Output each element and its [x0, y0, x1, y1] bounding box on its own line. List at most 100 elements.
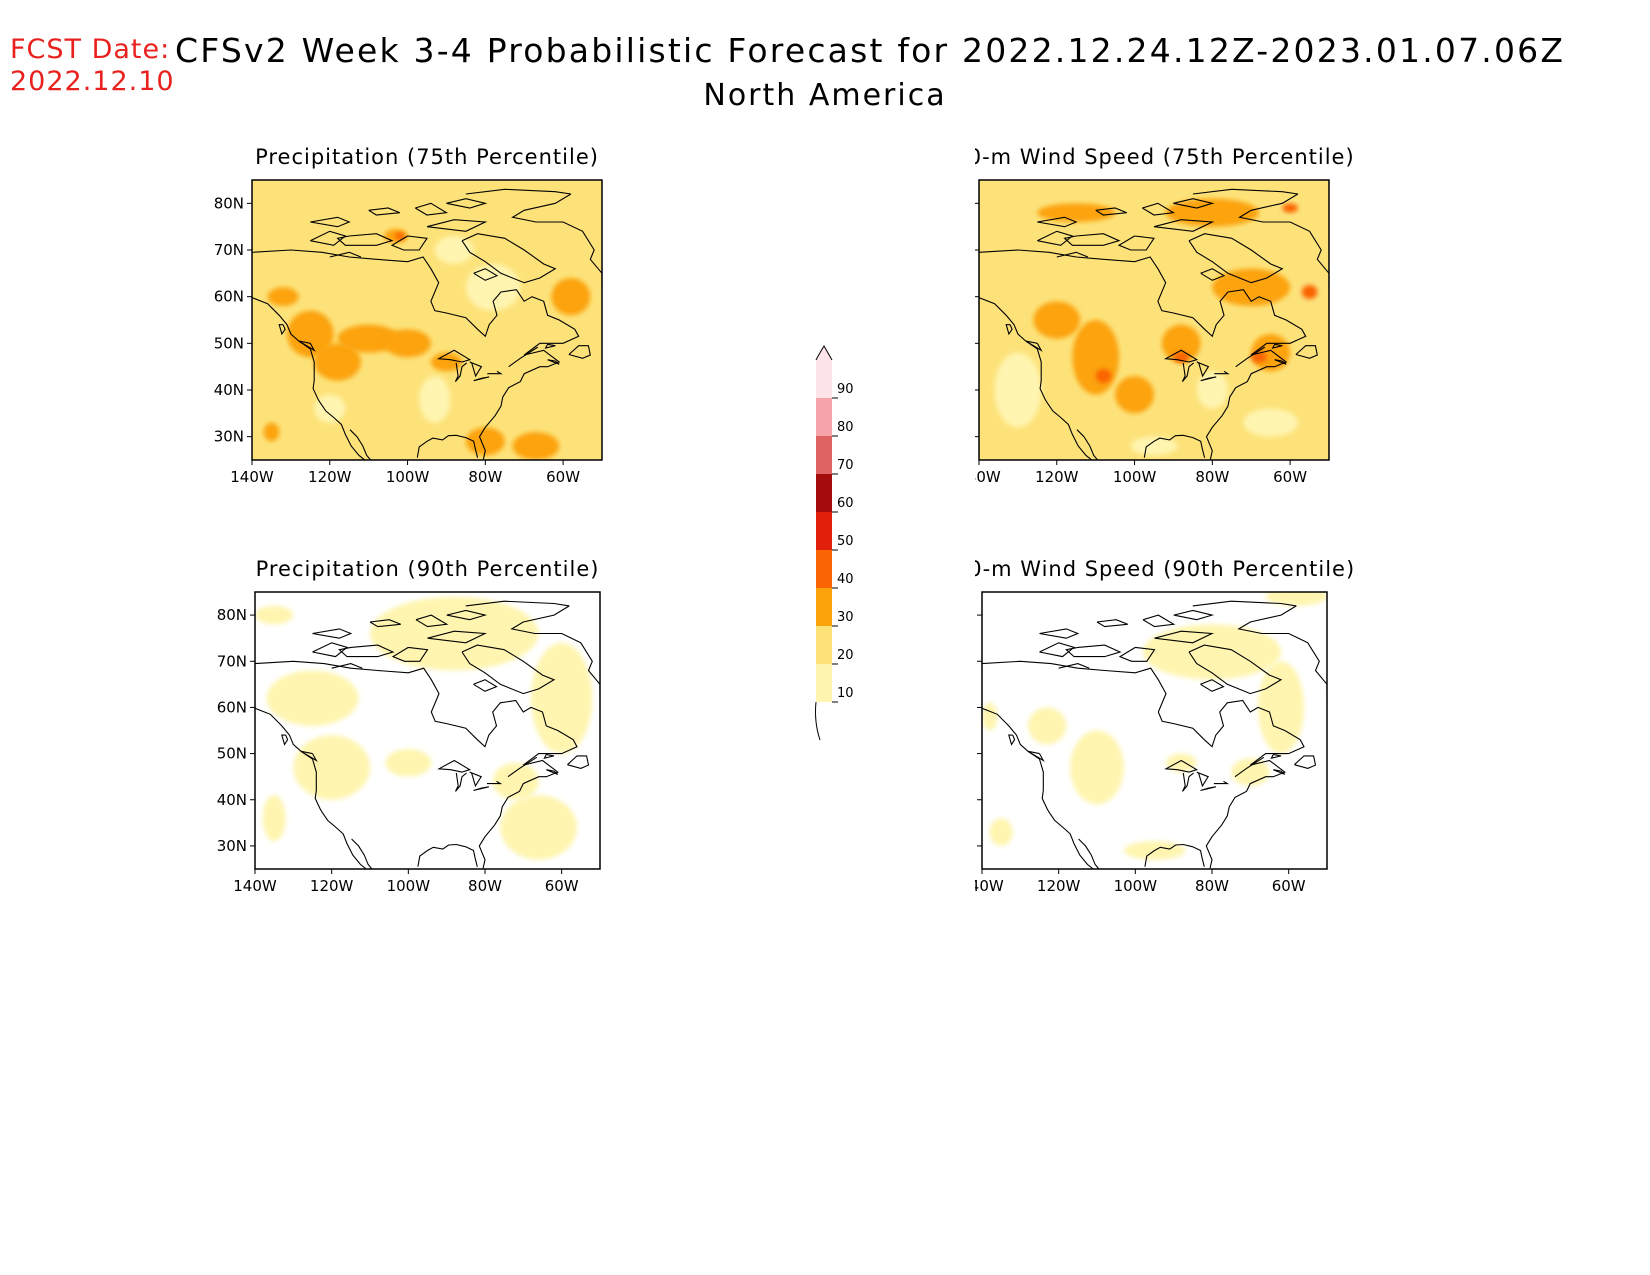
colorbar-label: 20: [837, 648, 854, 663]
probability-patch: [266, 670, 359, 726]
lon-tick-label: 100W: [387, 877, 431, 895]
colorbar-label: 60: [837, 496, 854, 511]
coastline: [1095, 207, 1128, 216]
map-frame: [251, 179, 603, 461]
coastline: [446, 609, 488, 621]
coastline: [1238, 193, 1329, 288]
probability-patch: [430, 352, 462, 372]
coastline: [300, 750, 318, 763]
coastline: [1078, 838, 1100, 869]
coastline: [1142, 614, 1176, 628]
coastline: [1154, 630, 1215, 644]
probability-patch: [1212, 268, 1291, 306]
probability-patch: [1095, 369, 1112, 383]
coastline: [426, 219, 488, 232]
coastline: [547, 359, 560, 365]
coastline: [1294, 755, 1317, 769]
probability-patch: [1166, 753, 1197, 773]
coastline: [461, 644, 556, 695]
map-frame: [981, 591, 1328, 870]
colorbar-top-arrow: [815, 345, 833, 361]
lon-tick-label: 80W: [468, 877, 502, 895]
coastline: [1025, 340, 1043, 352]
colorbar-swatch: [816, 512, 832, 550]
lon-tick-label: 120W: [310, 877, 354, 895]
colorbar-label: 50: [837, 534, 854, 549]
map-panel-precip90: Precipitation (90th Percentile) 140W 120W 1…: [200, 557, 650, 945]
probability-patch: [1130, 436, 1178, 456]
coastline: [1058, 663, 1090, 669]
coastline: [546, 769, 559, 775]
coastline: [1188, 644, 1283, 695]
probability-patch: [982, 702, 998, 731]
lon-tick-label: 140W: [230, 468, 274, 486]
lon-tick-label: 100W: [1114, 877, 1158, 895]
coastline: [461, 233, 557, 284]
probability-patch: [314, 394, 346, 423]
probability-patch: [1028, 707, 1067, 745]
coastline: [310, 230, 347, 246]
lon-tick-label: 140W: [975, 877, 1004, 895]
map-svg: Precipitation (90th Percentile) 140W 120W 1…: [217, 557, 601, 895]
probability-patch: [512, 432, 560, 460]
coastline: [1181, 362, 1195, 382]
coastline: [298, 340, 316, 352]
coastline: [416, 434, 479, 458]
coastline: [544, 343, 556, 349]
coastline: [1200, 376, 1217, 382]
probability-patch: [1258, 661, 1304, 754]
lat-tick-label: 60N: [214, 288, 244, 306]
lon-tick-label: 120W: [1035, 468, 1079, 486]
coastline: [255, 660, 578, 869]
coastline: [454, 362, 468, 382]
lat-tick-label: 50N: [217, 745, 247, 763]
coastline: [1192, 188, 1298, 195]
coastline: [465, 600, 570, 607]
map-svg: Precipitation (75th Percentile) 140W 120W 1…: [214, 145, 603, 486]
colorbar-swatch: [816, 474, 832, 512]
panel-title: Precipitation (75th Percentile): [255, 145, 599, 169]
lat-tick-label: 80N: [214, 194, 244, 212]
probability-patch: [492, 762, 539, 800]
coastline: [252, 249, 580, 460]
coastline: [427, 630, 488, 644]
coastline: [473, 268, 499, 281]
forecast-date-label: FCST Date:: [10, 34, 171, 65]
probability-patch: [1301, 285, 1318, 299]
coastline: [391, 646, 429, 662]
coastline: [1192, 600, 1297, 607]
coastline: [336, 233, 394, 246]
lon-tick-label: 60W: [1273, 468, 1307, 486]
probability-patch: [370, 596, 539, 671]
coastline: [469, 361, 483, 378]
coastline: [979, 249, 1307, 460]
map-svg: 10-m Wind Speed (75th Percentile) 140W 120…: [941, 145, 1355, 486]
probability-patch: [419, 376, 451, 423]
probability-patch: [385, 748, 432, 777]
coastline: [1237, 605, 1327, 699]
coastline: [1065, 644, 1122, 658]
probability-patch: [1161, 324, 1201, 362]
map-panel-wind75: 10-m Wind Speed (75th Percentile) 140W 120…: [941, 140, 1425, 530]
panel-title: 10-m Wind Speed (75th Percentile): [975, 145, 1355, 169]
probability-patch: [1037, 203, 1116, 222]
coastline: [469, 771, 483, 788]
coastline: [312, 642, 349, 658]
colorbar-swatch: [816, 626, 832, 664]
probability-patch: [551, 278, 591, 316]
probability-patch: [287, 310, 334, 358]
coastline: [1039, 642, 1076, 658]
lon-tick-label: 80W: [468, 468, 502, 486]
coastline: [979, 297, 1093, 460]
coastline: [1182, 772, 1194, 792]
map-frame: [254, 591, 601, 870]
coastline: [255, 707, 367, 869]
lat-tick-label: 40N: [214, 381, 244, 399]
lat-tick-label: 80N: [217, 606, 247, 624]
forecast-date-value: 2022.12.10: [10, 66, 175, 97]
coastline: [1027, 750, 1045, 763]
coastline: [507, 756, 538, 778]
map-panel-precip75: Precipitation (75th Percentile) 140W 120W 1…: [200, 140, 650, 530]
coastline: [331, 663, 363, 669]
coastline: [1008, 734, 1016, 746]
